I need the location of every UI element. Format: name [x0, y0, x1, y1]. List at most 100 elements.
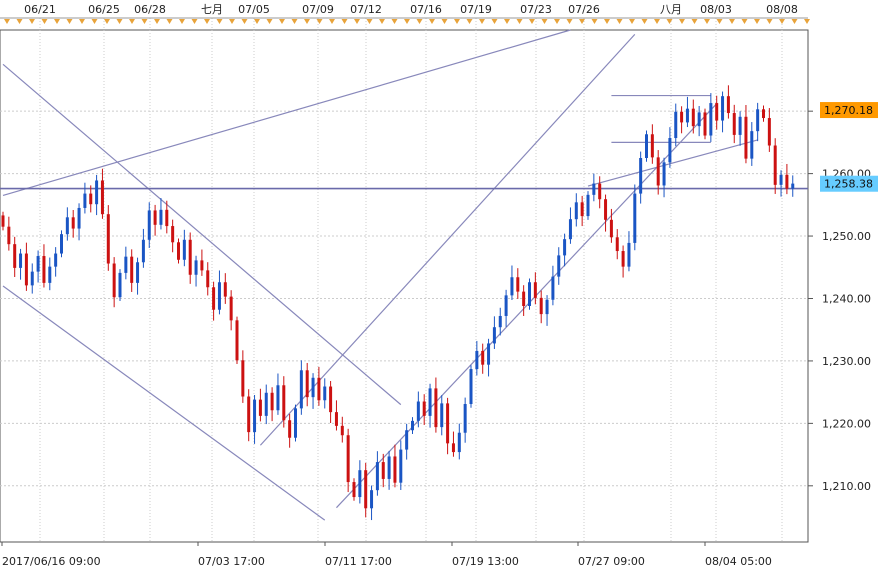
candle — [95, 174, 99, 216]
candle — [19, 248, 23, 280]
price-badge-box — [820, 175, 878, 192]
candle-body — [264, 392, 268, 416]
daily-marker-icon — [429, 19, 435, 24]
top-date-label: 07/16 — [410, 3, 442, 16]
candle — [528, 278, 531, 310]
candle — [346, 428, 350, 493]
daily-marker-icon — [354, 19, 360, 24]
candle — [329, 380, 333, 424]
candle — [721, 91, 725, 133]
candle — [598, 176, 602, 209]
candle — [247, 389, 251, 442]
plot-area — [0, 29, 809, 543]
daily-marker-icon — [79, 19, 85, 24]
daily-marker-icon — [691, 19, 698, 24]
candle — [785, 163, 789, 195]
daily-marker-icon — [441, 19, 448, 24]
top-date-label: 07/05 — [238, 3, 270, 16]
candle — [609, 208, 613, 243]
candle-body — [323, 386, 327, 401]
top-date-label: 七月 — [201, 3, 223, 16]
candle-body — [188, 239, 192, 275]
daily-marker-icon — [716, 19, 723, 24]
daily-marker-icon — [66, 19, 73, 24]
candle — [188, 232, 192, 284]
candle-body — [141, 239, 145, 263]
candle — [241, 350, 245, 403]
candle-body — [645, 134, 648, 158]
daily-marker-icon — [254, 19, 260, 24]
candle — [77, 203, 81, 241]
candle — [411, 417, 414, 434]
candle — [141, 228, 145, 268]
candle-body — [106, 214, 110, 264]
candle-body — [633, 193, 637, 243]
daily-marker-icon — [104, 19, 110, 24]
top-date-label: 06/25 — [88, 3, 120, 16]
daily-marker-icon — [729, 19, 735, 24]
daily-marker-icon — [566, 19, 573, 24]
candle — [580, 195, 584, 227]
candle — [457, 423, 461, 460]
daily-marker-icon — [216, 19, 223, 24]
candle — [685, 96, 689, 128]
candle-body — [411, 420, 414, 431]
candle-body — [715, 103, 719, 121]
daily-marker-icon — [329, 19, 335, 24]
candle — [229, 290, 233, 331]
candle-body — [77, 207, 81, 229]
candle-body — [516, 277, 520, 292]
candle-body — [153, 210, 157, 225]
candle-body — [773, 145, 777, 185]
candle-body — [112, 263, 116, 298]
daily-marker-icon — [541, 19, 548, 24]
candle-body — [568, 219, 572, 240]
candle-body — [580, 202, 584, 217]
candle — [393, 444, 397, 488]
candle-body — [288, 420, 292, 438]
candle-body — [171, 226, 175, 243]
candle-body — [726, 96, 730, 114]
candle — [381, 453, 385, 488]
candle-body — [650, 134, 654, 158]
daily-marker-icon — [454, 19, 460, 24]
candle-body — [54, 253, 58, 267]
candle-body — [627, 242, 631, 267]
candle — [463, 397, 467, 443]
candle — [206, 262, 210, 296]
top-date-label: 07/09 — [302, 3, 334, 16]
candle — [235, 316, 239, 365]
candle-body — [621, 251, 625, 267]
candle — [253, 395, 257, 444]
candle-body — [451, 443, 455, 453]
candle — [498, 307, 502, 336]
candle — [288, 413, 292, 448]
candle — [703, 108, 707, 140]
candle-body — [428, 388, 432, 416]
top-date-label: 八月 — [660, 3, 682, 16]
candle — [387, 450, 391, 490]
candle — [662, 157, 666, 198]
y-tick-label: 1,220.00 — [822, 417, 871, 430]
candle — [650, 124, 654, 164]
candle-body — [639, 158, 643, 194]
candle — [574, 193, 578, 227]
candle — [340, 416, 344, 443]
candle — [732, 104, 736, 144]
trend-line — [2, 29, 571, 197]
candle-body — [469, 369, 473, 405]
candle — [323, 378, 327, 409]
bottom-time-label: 07/27 09:00 — [578, 555, 645, 568]
candle — [744, 105, 748, 164]
candle-body — [551, 276, 555, 300]
candle-body — [440, 403, 444, 428]
axis-layer: 06/21 06/25 06/28 七月 07/05 07/09 07/12 07/16 07/… — [0, 3, 871, 568]
daily-marker-icon — [391, 19, 398, 24]
candle — [317, 366, 321, 406]
candle-body — [487, 343, 491, 365]
candle-body — [352, 482, 356, 498]
candle-body — [732, 113, 736, 135]
candle-body — [668, 138, 672, 163]
candle — [358, 460, 362, 504]
